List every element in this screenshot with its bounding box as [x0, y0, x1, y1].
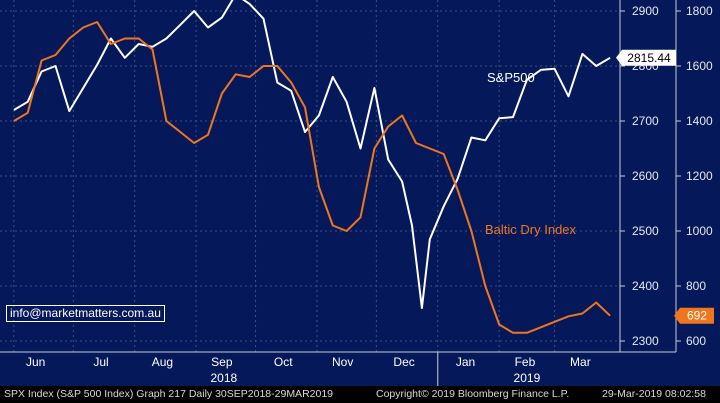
- x-tick-label: Oct: [274, 355, 293, 369]
- sp500-last-value-tag: [616, 49, 676, 66]
- x-tick-label: Dec: [393, 355, 414, 369]
- x-tick-label: Jun: [26, 355, 45, 369]
- y-left-tick-label: 2400: [632, 279, 659, 293]
- baltic-dry-annotation: Baltic Dry Index: [485, 222, 577, 237]
- x-year-label: 2019: [514, 371, 541, 385]
- x-tick-label: Jul: [93, 355, 108, 369]
- x-tick-label: Aug: [152, 355, 173, 369]
- x-tick-label: Mar: [570, 355, 591, 369]
- x-year-label: 2018: [210, 371, 237, 385]
- footer-copyright-text: Copyright© 2019 Bloomberg Finance L.P.: [376, 388, 570, 400]
- y-left-tick-label: 2600: [632, 169, 659, 183]
- y-right-tick-label: 1600: [686, 59, 713, 73]
- watermark-email: info@marketmatters.com.au: [6, 305, 165, 322]
- y-right-tick-label: 1000: [686, 224, 713, 238]
- line-chart: 2300240025002600270028002900600800100012…: [0, 0, 714, 386]
- y-right-tick-label: 1200: [686, 169, 713, 183]
- y-left-tick-label: 2500: [632, 224, 659, 238]
- x-tick-label: Nov: [332, 355, 353, 369]
- y-right-tick-label: 800: [686, 279, 706, 293]
- y-right-tick-label: 600: [686, 334, 706, 348]
- baltic-dry-series-line: [13, 21, 611, 334]
- baltic-last-value-label: 692: [687, 309, 707, 323]
- sp500-last-value-label: 2815.44: [627, 51, 671, 65]
- y-right-tick-label: 1800: [686, 4, 713, 18]
- footer-timestamp-text: 29-Mar-2019 08:02:58: [602, 388, 706, 400]
- sp500-annotation: S&P500: [487, 70, 535, 85]
- y-left-tick-label: 2300: [632, 334, 659, 348]
- footer-left-text: SPX Index (S&P 500 Index) Graph 217 Dail…: [4, 388, 334, 400]
- y-left-tick-label: 2900: [632, 4, 659, 18]
- x-tick-label: Jan: [456, 355, 475, 369]
- x-tick-label: Sep: [211, 355, 233, 369]
- y-right-tick-label: 1400: [686, 114, 713, 128]
- y-left-tick-label: 2700: [632, 114, 659, 128]
- baltic-last-value-tag: [674, 307, 714, 324]
- x-tick-label: Feb: [515, 355, 536, 369]
- sp500-series-line: [13, 0, 611, 309]
- chart-footer: SPX Index (S&P 500 Index) Graph 217 Dail…: [0, 386, 720, 403]
